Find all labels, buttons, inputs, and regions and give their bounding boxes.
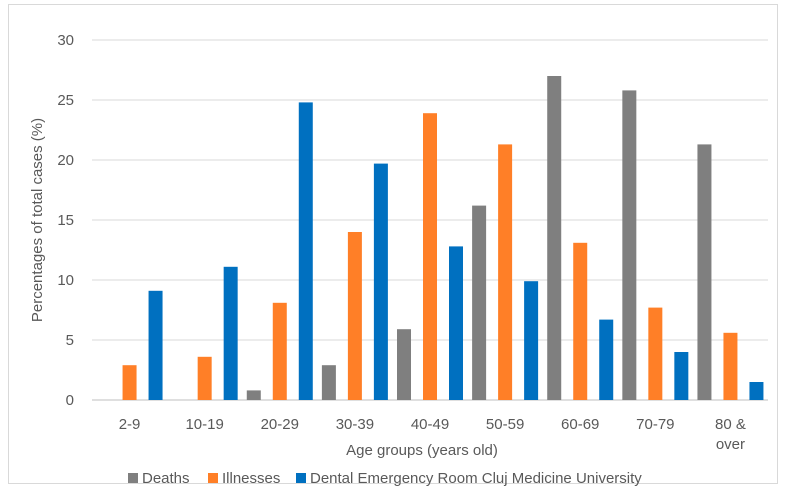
bar-dental bbox=[223, 266, 238, 400]
x-tick-label: 40-49 bbox=[411, 416, 449, 433]
x-tick-label: 80 & over bbox=[715, 416, 746, 453]
legend-label: Illnesses bbox=[222, 470, 280, 487]
bar-illnesses bbox=[648, 307, 663, 400]
x-axis-label: Age groups (years old) bbox=[346, 442, 498, 459]
bar-dental bbox=[749, 382, 764, 400]
y-axis-ticks: 0 5 10 15 20 25 30 bbox=[57, 32, 74, 409]
bar-illnesses bbox=[423, 113, 437, 400]
x-tick-label: 70-79 bbox=[636, 416, 674, 433]
x-tick-label: 10-19 bbox=[185, 416, 223, 433]
bar-dental bbox=[674, 352, 689, 400]
bar-deaths bbox=[246, 390, 261, 400]
bar-dental bbox=[449, 246, 463, 400]
legend-label: Deaths bbox=[142, 470, 190, 487]
bar-illnesses bbox=[347, 232, 362, 400]
x-axis-ticks: 2-9 10-19 20-29 30-39 40-49 50-59 60-69 70-79 80… bbox=[119, 416, 746, 453]
bar-illnesses bbox=[197, 356, 212, 400]
legend-swatch bbox=[296, 473, 306, 483]
legend-swatch bbox=[128, 473, 138, 483]
bar-deaths bbox=[397, 329, 411, 400]
bar-illnesses bbox=[122, 365, 137, 400]
y-tick-label: 20 bbox=[57, 152, 74, 169]
y-axis-label: Percentages of total cases (%) bbox=[29, 118, 46, 322]
y-tick-label: 25 bbox=[57, 92, 74, 109]
bar-dental bbox=[524, 281, 539, 400]
bars bbox=[122, 76, 764, 401]
bar-illnesses bbox=[573, 242, 588, 400]
x-tick-label: 60-69 bbox=[561, 416, 599, 433]
legend: Deaths Illnesses Dental Emergency Room Clu… bbox=[128, 470, 642, 487]
bar-dental bbox=[373, 163, 388, 400]
y-tick-label: 10 bbox=[57, 272, 74, 289]
bar-illnesses bbox=[723, 332, 738, 400]
bar-dental bbox=[298, 102, 313, 401]
y-tick-label: 15 bbox=[57, 212, 74, 229]
bar-deaths bbox=[622, 90, 637, 401]
bar-illnesses bbox=[498, 144, 513, 400]
legend-label: Dental Emergency Room Cluj Medicine Univ… bbox=[310, 470, 642, 487]
bar-deaths bbox=[547, 76, 562, 400]
bar-deaths bbox=[321, 365, 336, 400]
x-tick-label: 30-39 bbox=[336, 416, 374, 433]
chart-frame bbox=[8, 4, 778, 484]
bar-dental bbox=[599, 319, 614, 400]
bar-dental bbox=[148, 290, 163, 400]
y-tick-label: 5 bbox=[66, 332, 74, 349]
x-tick-label: 2-9 bbox=[119, 416, 141, 433]
legend-swatch bbox=[208, 473, 218, 483]
bar-deaths bbox=[697, 144, 712, 400]
x-tick-label: 50-59 bbox=[486, 416, 524, 433]
bar-illnesses bbox=[272, 302, 287, 400]
y-tick-label: 30 bbox=[57, 32, 74, 49]
bar-deaths bbox=[472, 205, 487, 400]
y-tick-label: 0 bbox=[66, 392, 74, 409]
x-tick-label: 20-29 bbox=[261, 416, 299, 433]
